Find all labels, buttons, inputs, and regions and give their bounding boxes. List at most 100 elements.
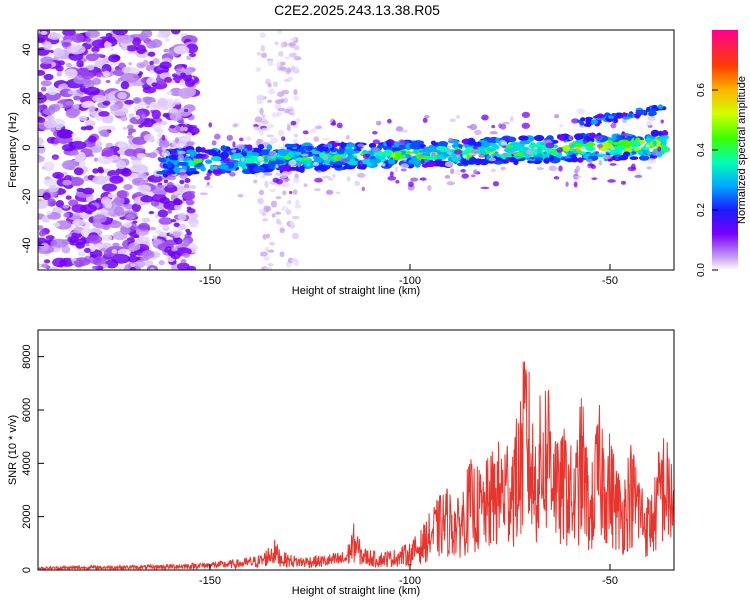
spectrogram-noise-blob [180, 72, 186, 77]
spectrogram-band-blob [205, 159, 213, 164]
spectrogram-noise-blob [556, 147, 563, 153]
spectrogram-noise-blob [294, 204, 302, 209]
spectrogram-band-blob [633, 140, 640, 148]
spectrogram-noise-blob [257, 156, 264, 162]
spectrogram-band-blob [650, 129, 660, 137]
spectrogram-band-blob [190, 170, 200, 175]
spectrogram-noise-blob [400, 163, 409, 170]
spectrogram-noise-blob [184, 177, 191, 184]
spectrogram-noise-blob [83, 86, 100, 96]
snr-ytick-label: 6000 [21, 398, 33, 422]
spectrogram-noise-blob [140, 195, 154, 203]
spectrogram-noise-blob [500, 141, 507, 146]
spectrogram-noise-blob [100, 196, 111, 206]
spectrogram-noise-blob [131, 159, 142, 166]
spectrogram-noise-blob [83, 79, 95, 90]
spectrogram-noise-blob [188, 124, 198, 129]
spectrogram-band-blob [503, 147, 516, 153]
spectrogram-noise-blob [67, 236, 80, 243]
spectrogram-noise-blob [164, 76, 173, 83]
spectrogram-marks [38, 30, 671, 270]
spectrogram-band-blob [177, 161, 189, 166]
spectrogram-noise-blob [92, 94, 107, 103]
spectrogram-band-blob [360, 164, 367, 170]
spectrogram-noise-blob [121, 66, 131, 74]
spectrogram-noise-blob [571, 118, 579, 124]
spectrogram-noise-blob [38, 37, 46, 44]
spectrogram-band-blob [302, 157, 311, 161]
spectrogram-noise-blob [423, 114, 430, 119]
spectrogram-noise-blob [226, 134, 234, 141]
spectrogram-noise-blob [109, 175, 124, 184]
spectrogram-noise-blob [395, 126, 404, 132]
spectrogram-noise-blob [152, 44, 158, 48]
spectrogram-noise-blob [92, 175, 108, 185]
spectrogram-noise-blob [467, 152, 477, 156]
spectrogram-noise-blob [204, 184, 214, 188]
spectrogram-noise-blob [117, 35, 134, 44]
spectrogram-band-blob [287, 143, 298, 148]
spectrogram-noise-blob [113, 197, 121, 204]
spectrogram-noise-blob [126, 213, 136, 220]
spectrogram-noise-blob [138, 173, 148, 180]
spectrogram-noise-blob [124, 99, 134, 105]
spectrogram-noise-blob [356, 173, 366, 178]
spectrogram-noise-blob [38, 69, 46, 76]
spectrogram-noise-blob [256, 98, 264, 105]
spectrogram-band-blob [479, 149, 487, 156]
spectrogram-band-blob [617, 139, 630, 146]
spectrogram-noise-blob [646, 166, 652, 170]
spectrogram-noise-blob [98, 168, 105, 174]
spectrogram-noise-blob [47, 198, 57, 207]
spectrogram-noise-blob [310, 128, 317, 133]
spectrogram-band-blob [663, 148, 668, 153]
spectrogram-band-blob [652, 111, 657, 116]
spectrogram-noise-blob [185, 132, 193, 139]
spectrogram-noise-blob [287, 200, 292, 205]
spectrogram-noise-blob [357, 160, 364, 166]
spectrogram-noise-blob [100, 68, 107, 72]
spectrogram-noise-blob [103, 40, 112, 49]
spectrogram-noise-blob [502, 121, 510, 125]
spectrogram-noise-blob [175, 185, 186, 193]
snr-ticks: -150 -100 -50 0 2000 4000 6000 8000 [21, 344, 618, 587]
spectrogram-noise-blob [97, 155, 114, 165]
spectrogram-noise-blob [314, 188, 321, 191]
spectrogram-noise-blob [263, 205, 270, 212]
spectrogram-noise-blob [346, 176, 351, 182]
spectrogram-noise-blob [418, 155, 424, 158]
snr-xtick-label: -150 [199, 575, 221, 587]
spectrogram-band-blob [244, 158, 256, 164]
spectrogram-noise-blob [126, 45, 138, 52]
spectrogram-band-blob [481, 141, 491, 148]
spectrogram-noise-blob [73, 95, 82, 101]
spectrogram-band-blob [162, 163, 168, 168]
spectrogram-noise-blob [460, 169, 466, 173]
spectrogram-noise-blob [213, 165, 218, 170]
spectrogram-noise-blob [529, 156, 535, 160]
spectrogram-noise-blob [472, 145, 478, 150]
spectrogram-noise-blob [166, 91, 173, 95]
spectrogram-noise-blob [595, 151, 600, 154]
spectrogram-noise-blob [122, 126, 128, 131]
spectrogram-noise-blob [401, 129, 409, 133]
spectrogram-band-blob [220, 145, 227, 152]
spectrogram-noise-blob [40, 56, 54, 65]
spectrogram-band-blob [368, 142, 377, 149]
spectrogram-band-blob [567, 151, 574, 156]
spectrogram-noise-blob [127, 131, 133, 136]
spectrogram-noise-blob [488, 157, 497, 162]
spectrogram-noise-blob [43, 91, 62, 101]
spectrogram-noise-blob [470, 174, 476, 178]
spectrogram-noise-blob [120, 81, 130, 90]
spectrogram-noise-blob [267, 249, 275, 253]
spectrogram-noise-blob [526, 149, 534, 155]
spectrogram-noise-blob [102, 70, 111, 78]
spectrogram-noise-blob [276, 111, 282, 117]
spectrogram-band-blob [390, 152, 396, 158]
spectrogram-noise-blob [204, 175, 211, 181]
spectrogram-noise-blob [259, 32, 266, 39]
spectrogram-band-blob [576, 119, 582, 123]
spectrogram-noise-blob [136, 44, 147, 55]
spectrogram-noise-blob [568, 135, 573, 141]
